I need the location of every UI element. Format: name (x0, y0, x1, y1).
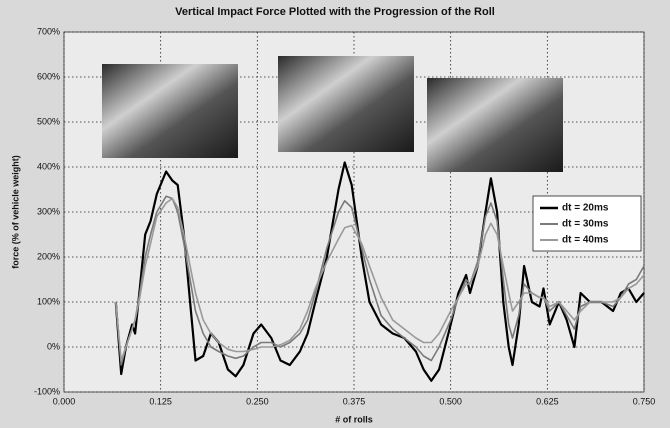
chart: Vertical Impact Force Plotted with the P… (0, 0, 670, 428)
x-axis-label: # of rolls (335, 414, 373, 424)
legend-label: dt = 40ms (562, 235, 609, 246)
x-tick-label: 0.375 (343, 396, 366, 406)
photo (427, 78, 563, 172)
photo (102, 64, 238, 158)
y-tick-label: 400% (37, 161, 60, 171)
y-tick-label: 600% (37, 71, 60, 81)
x-tick-label: 0.500 (439, 396, 462, 406)
legend-label: dt = 30ms (562, 219, 609, 230)
x-tick-label: 0.625 (536, 396, 559, 406)
chart-title: Vertical Impact Force Plotted with the P… (175, 6, 495, 18)
y-tick-label: 200% (37, 251, 60, 261)
y-tick-label: 500% (37, 116, 60, 126)
x-tick-label: 0.750 (633, 396, 656, 406)
y-tick-label: 700% (37, 26, 60, 36)
y-tick-label: 300% (37, 206, 60, 216)
x-tick-label: 0.250 (246, 396, 269, 406)
y-tick-label: -100% (34, 386, 60, 396)
y-axis-label: force (% of vehicle weight) (10, 155, 20, 269)
y-tick-label: 100% (37, 296, 60, 306)
photo (278, 56, 414, 152)
legend-label: dt = 20ms (562, 203, 609, 214)
y-tick-label: 0% (47, 341, 60, 351)
x-tick-label: 0.000 (53, 396, 76, 406)
x-tick-label: 0.125 (149, 396, 172, 406)
